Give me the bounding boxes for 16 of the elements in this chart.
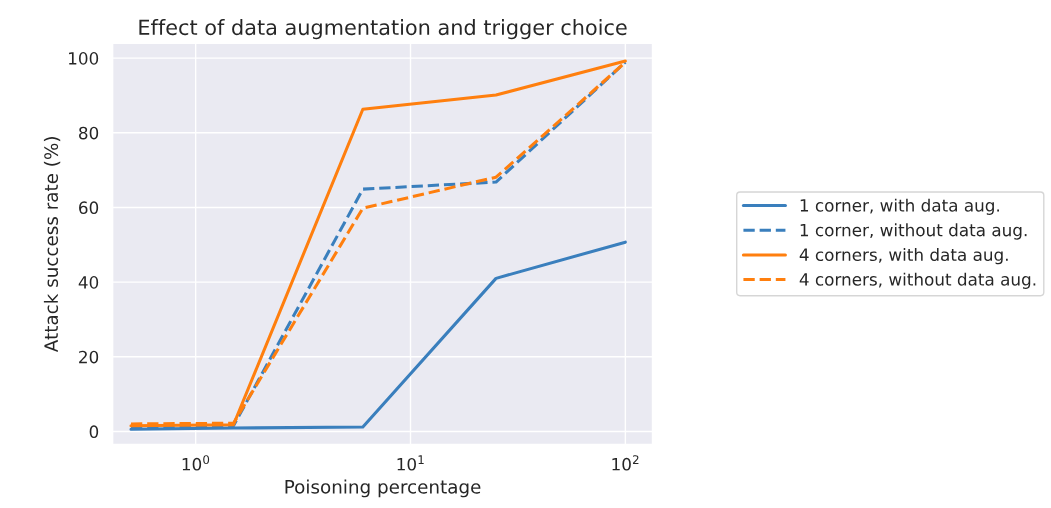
y-tick-label: 0: [89, 425, 99, 439]
legend-label: 1 corner, without data aug.: [800, 223, 1027, 240]
x-tick-label: 10$^{0}$: [182, 455, 210, 471]
x-axis-title: Poisoning percentage: [285, 479, 481, 498]
y-axis-title: Attack success rate (%): [43, 137, 61, 353]
y-tick-label: 20: [79, 350, 99, 364]
y-tick-label: 40: [78, 276, 99, 289]
legend-label: 4 corners, without data aug.: [799, 272, 1036, 289]
y-tick-label: 80: [79, 126, 99, 140]
chart-title: Effect of data augmentation and trigger choice: [139, 19, 627, 40]
legend-label: 1 corner, with data aug.: [800, 198, 999, 215]
x-tick-label: 10$^{2}$: [612, 455, 639, 471]
legend-label: 4 corners, with data aug.: [799, 248, 1008, 265]
y-tick-label: 100: [69, 52, 99, 65]
y-tick-label: 60: [79, 201, 99, 215]
x-tick-label: 10$^{1}$: [397, 455, 424, 471]
